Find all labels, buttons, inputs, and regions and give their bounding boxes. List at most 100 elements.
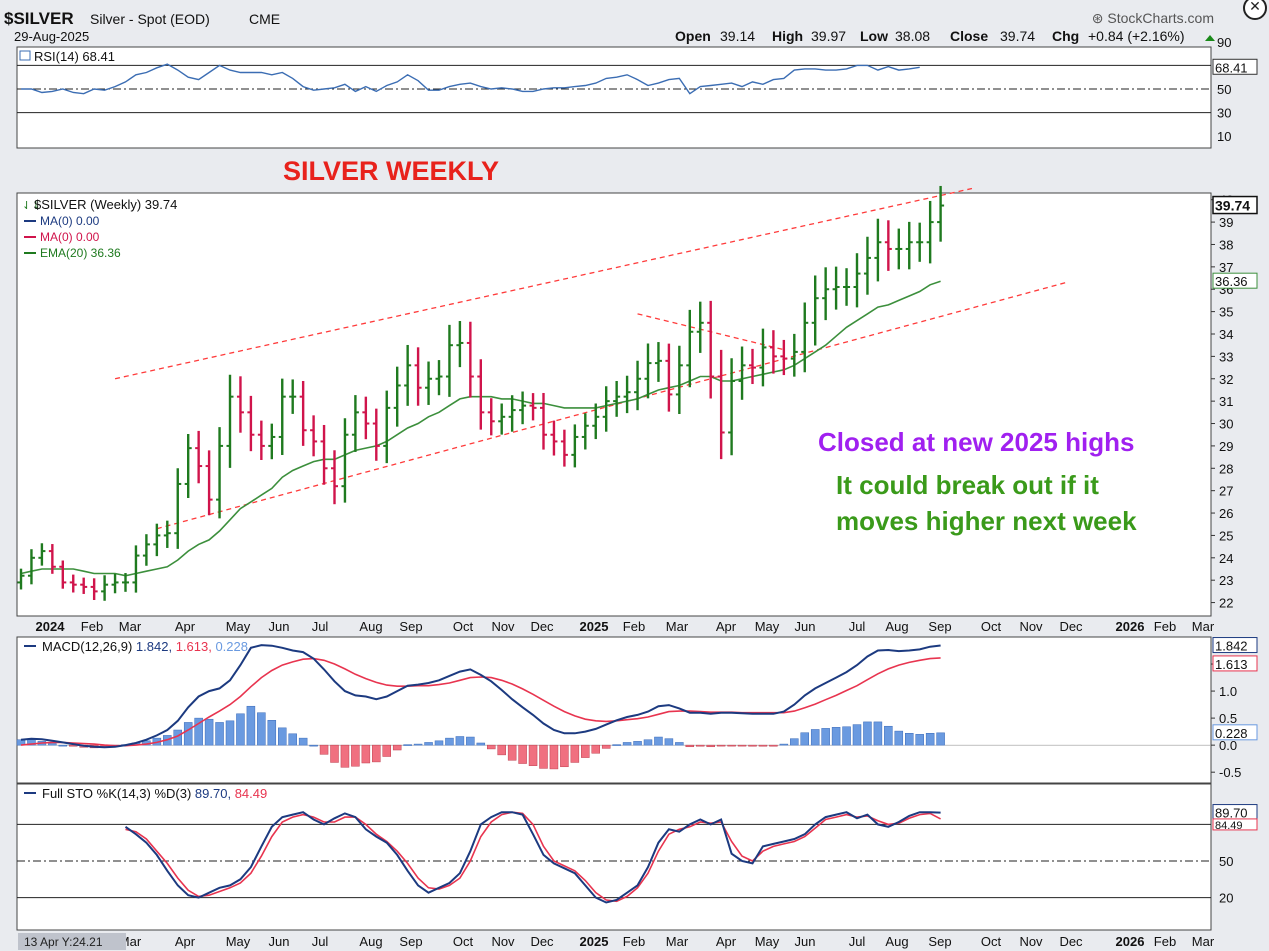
- sto-x-label: Apr: [716, 934, 737, 949]
- sto-k-value-label: 89.70: [1215, 806, 1248, 821]
- price-x-label: Nov: [1019, 619, 1043, 634]
- close-icon[interactable]: ✕: [1243, 0, 1267, 20]
- sto-x-label: Feb: [1154, 934, 1176, 949]
- macd-histogram-bar: [330, 744, 339, 763]
- chart-annotation-title: SILVER WEEKLY: [283, 156, 499, 186]
- price-tick-label: 31: [1219, 394, 1233, 409]
- macd-histogram-bar: [643, 739, 653, 746]
- macd-histogram-bar: [915, 734, 924, 746]
- macd-panel: [16, 636, 1212, 784]
- chg-label: Chg: [1052, 28, 1079, 44]
- annotation-new-highs: Closed at new 2025 highs: [818, 427, 1134, 457]
- macd-histogram-bar: [560, 744, 569, 768]
- sto-x-label: Nov: [491, 934, 515, 949]
- price-x-label: Nov: [491, 619, 515, 634]
- sto-x-label: Jun: [269, 934, 290, 949]
- macd-histogram-bar: [612, 744, 621, 746]
- price-x-label: Apr: [716, 619, 737, 634]
- macd-histogram-bar: [298, 737, 308, 746]
- price-x-label: Jul: [312, 619, 329, 634]
- macd-tick-label: -0.5: [1219, 765, 1241, 780]
- price-tick-label: 26: [1219, 506, 1233, 521]
- rsi-panel: [16, 46, 1212, 149]
- macd-histogram-bar: [790, 738, 799, 746]
- macd-histogram-bar: [455, 736, 465, 746]
- price-x-label: Feb: [623, 619, 645, 634]
- macd-histogram-bar: [654, 736, 663, 746]
- price-x-label: Sep: [928, 619, 951, 634]
- sto-x-label: Sep: [399, 934, 422, 949]
- macd-histogram-bar: [528, 744, 538, 766]
- macd-tick-label: 0.0: [1219, 738, 1237, 753]
- macd-value-box: [1212, 637, 1258, 654]
- zoom-label: 13 Apr Y:24.21: [24, 935, 103, 949]
- up-arrow-icon: [1205, 35, 1215, 41]
- price-x-label: Mar: [1192, 619, 1215, 634]
- price-tick-label: 39: [1219, 215, 1233, 230]
- macd-histogram-bar: [434, 740, 444, 746]
- macd-histogram-bar: [706, 744, 715, 748]
- macd-histogram-bar: [361, 744, 371, 764]
- macd-histogram-bar: [601, 744, 611, 749]
- ohlc-readout: Open 39.14 High 39.97 Low 38.08 Close 39…: [675, 28, 1215, 44]
- macd-histogram-bar: [58, 744, 68, 747]
- macd-legend-label: MACD(12,26,9) 1.842, 1.613, 0.228: [42, 639, 248, 654]
- ema-value-label: 36.36: [1215, 274, 1248, 289]
- brand-text: StockCharts.com: [1107, 10, 1214, 26]
- price-tick-label: 24: [1219, 551, 1233, 566]
- macd-histogram-bar: [685, 744, 695, 748]
- macd-histogram-bar: [257, 712, 266, 746]
- macd-histogram-bar: [403, 744, 412, 746]
- macd-histogram-bar: [27, 739, 36, 746]
- symbol: $SILVER: [4, 9, 74, 28]
- macd-histogram-bar: [48, 743, 57, 746]
- sto-x-label: Mar: [666, 934, 689, 949]
- sto-panel: [16, 783, 1212, 931]
- macd-histogram-bar: [769, 744, 778, 747]
- price-x-label: Feb: [81, 619, 103, 634]
- price-x-label: Mar: [666, 619, 689, 634]
- sto-tick-label: 20: [1219, 891, 1233, 906]
- macd-histogram-bar: [445, 737, 454, 746]
- chart-date: 29-Aug-2025: [14, 29, 89, 44]
- macd-histogram-bar: [925, 733, 935, 746]
- price-tick-label: 30: [1219, 417, 1233, 432]
- indicator-legend-label: MA(0) 0.00: [40, 214, 100, 228]
- sto-x-label: Apr: [175, 934, 196, 949]
- price-tick-label: 34: [1219, 327, 1233, 342]
- sto-k-line: [124, 811, 941, 904]
- price-x-label: 2025: [580, 619, 609, 634]
- macd-histogram-bar: [507, 744, 517, 761]
- price-tick-label: 29: [1219, 439, 1233, 454]
- rsi-legend-label: RSI(14) 68.41: [34, 49, 115, 64]
- sto-x-label: Jul: [312, 934, 329, 949]
- macd-histogram-bar: [382, 744, 391, 757]
- macd-histogram-bar: [664, 738, 674, 746]
- rsi-line: [21, 63, 920, 95]
- instrument-name: Silver - Spot (EOD): [90, 11, 210, 27]
- macd-histogram-bar: [518, 744, 527, 764]
- macd-histogram-bar: [392, 744, 402, 751]
- exchange: CME: [249, 11, 280, 27]
- macd-value-label: 0.228: [1215, 726, 1248, 741]
- rsi-tick-label: 30: [1217, 106, 1231, 121]
- price-legend-label: $SILVER (Weekly) 39.74: [34, 197, 177, 212]
- macd-histogram-bar: [476, 742, 486, 746]
- macd-histogram-bar: [936, 732, 945, 746]
- macd-histogram-bar: [852, 724, 862, 746]
- sto-x-label: Jun: [795, 934, 816, 949]
- sto-d-value-box: [1212, 818, 1258, 831]
- macd-histogram-bar: [340, 744, 350, 768]
- sto-x-label: May: [226, 934, 251, 949]
- macd-histogram-bar: [267, 720, 277, 746]
- macd-histogram-bar: [633, 741, 642, 746]
- price-x-label: Jun: [795, 619, 816, 634]
- macd-signal-line: [20, 657, 941, 747]
- annotation-breakout-line1: It could break out if it: [836, 470, 1099, 500]
- sto-x-label: Oct: [981, 934, 1002, 949]
- price-x-label: Jun: [269, 619, 290, 634]
- sto-x-label: Jul: [849, 934, 866, 949]
- price-x-label: May: [226, 619, 251, 634]
- macd-histogram-bar: [319, 744, 329, 755]
- macd-histogram-bar: [204, 718, 214, 746]
